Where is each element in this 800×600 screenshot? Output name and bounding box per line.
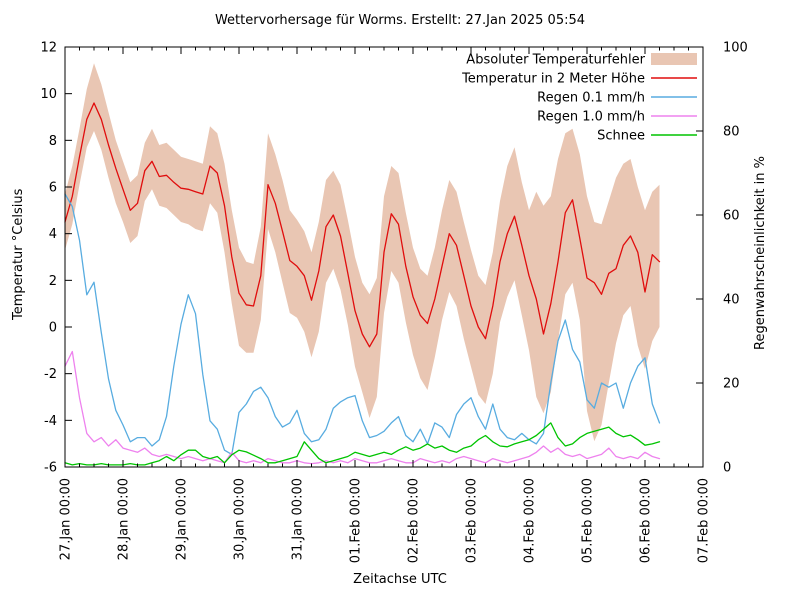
x-axis-title: Zeitachse UTC [353,572,447,587]
chart-title: Wettervorhersage für Worms. Erstellt: 27… [214,13,586,28]
x-tick-label: 29.Jan 00:00 [175,478,190,560]
x-tick-label: 30.Jan 00:00 [233,478,248,560]
percent-tick-label: 80 [723,125,740,140]
temp-tick-label: 0 [49,321,57,336]
x-tick-label: 05.Feb 00:00 [581,478,596,563]
temp-tick-label: 8 [49,134,57,149]
x-tick-label: 27.Jan 00:00 [59,478,74,560]
legend-swatch-band [651,53,697,65]
percent-tick-label: 0 [723,461,731,476]
percent-tick-label: 100 [723,41,748,56]
percent-tick-label: 60 [723,209,740,224]
temp-tick-label: -4 [44,414,57,429]
x-tick-label: 04.Feb 00:00 [523,478,538,563]
rain-01mm-line [64,193,661,456]
percent-tick-label: 20 [723,377,740,392]
rain-10mm-line [64,350,661,465]
x-tick-label: 02.Feb 00:00 [407,478,422,563]
x-tick-label: 31.Jan 00:00 [291,478,306,560]
x-tick-label: 06.Feb 00:00 [639,478,654,563]
x-tick-label: 03.Feb 00:00 [465,478,480,563]
legend-label: Regen 0.1 mm/h [537,91,645,106]
temperature-2m-line [64,102,661,348]
snow-line [64,422,661,466]
temp-tick-label: 6 [49,181,57,196]
percent-tick-label: 40 [723,293,740,308]
x-tick-label: 01.Feb 00:00 [349,478,364,563]
x-tick-label: 07.Feb 00:00 [697,478,712,563]
legend-label: Temperatur in 2 Meter Höhe [461,72,645,87]
x-tick-label: 28.Jan 00:00 [117,478,132,560]
temp-tick-label: 10 [40,87,57,102]
temperature-error-band [65,63,660,442]
temp-tick-label: 12 [40,41,57,56]
legend-label: Schnee [597,129,645,144]
legend-label: Absoluter Temperaturfehler [466,53,645,68]
temp-tick-label: -2 [44,367,57,382]
temp-tick-label: 2 [49,274,57,289]
legend-label: Regen 1.0 mm/h [537,110,645,125]
temp-tick-label: 4 [49,227,57,242]
temp-tick-label: -6 [44,461,57,476]
